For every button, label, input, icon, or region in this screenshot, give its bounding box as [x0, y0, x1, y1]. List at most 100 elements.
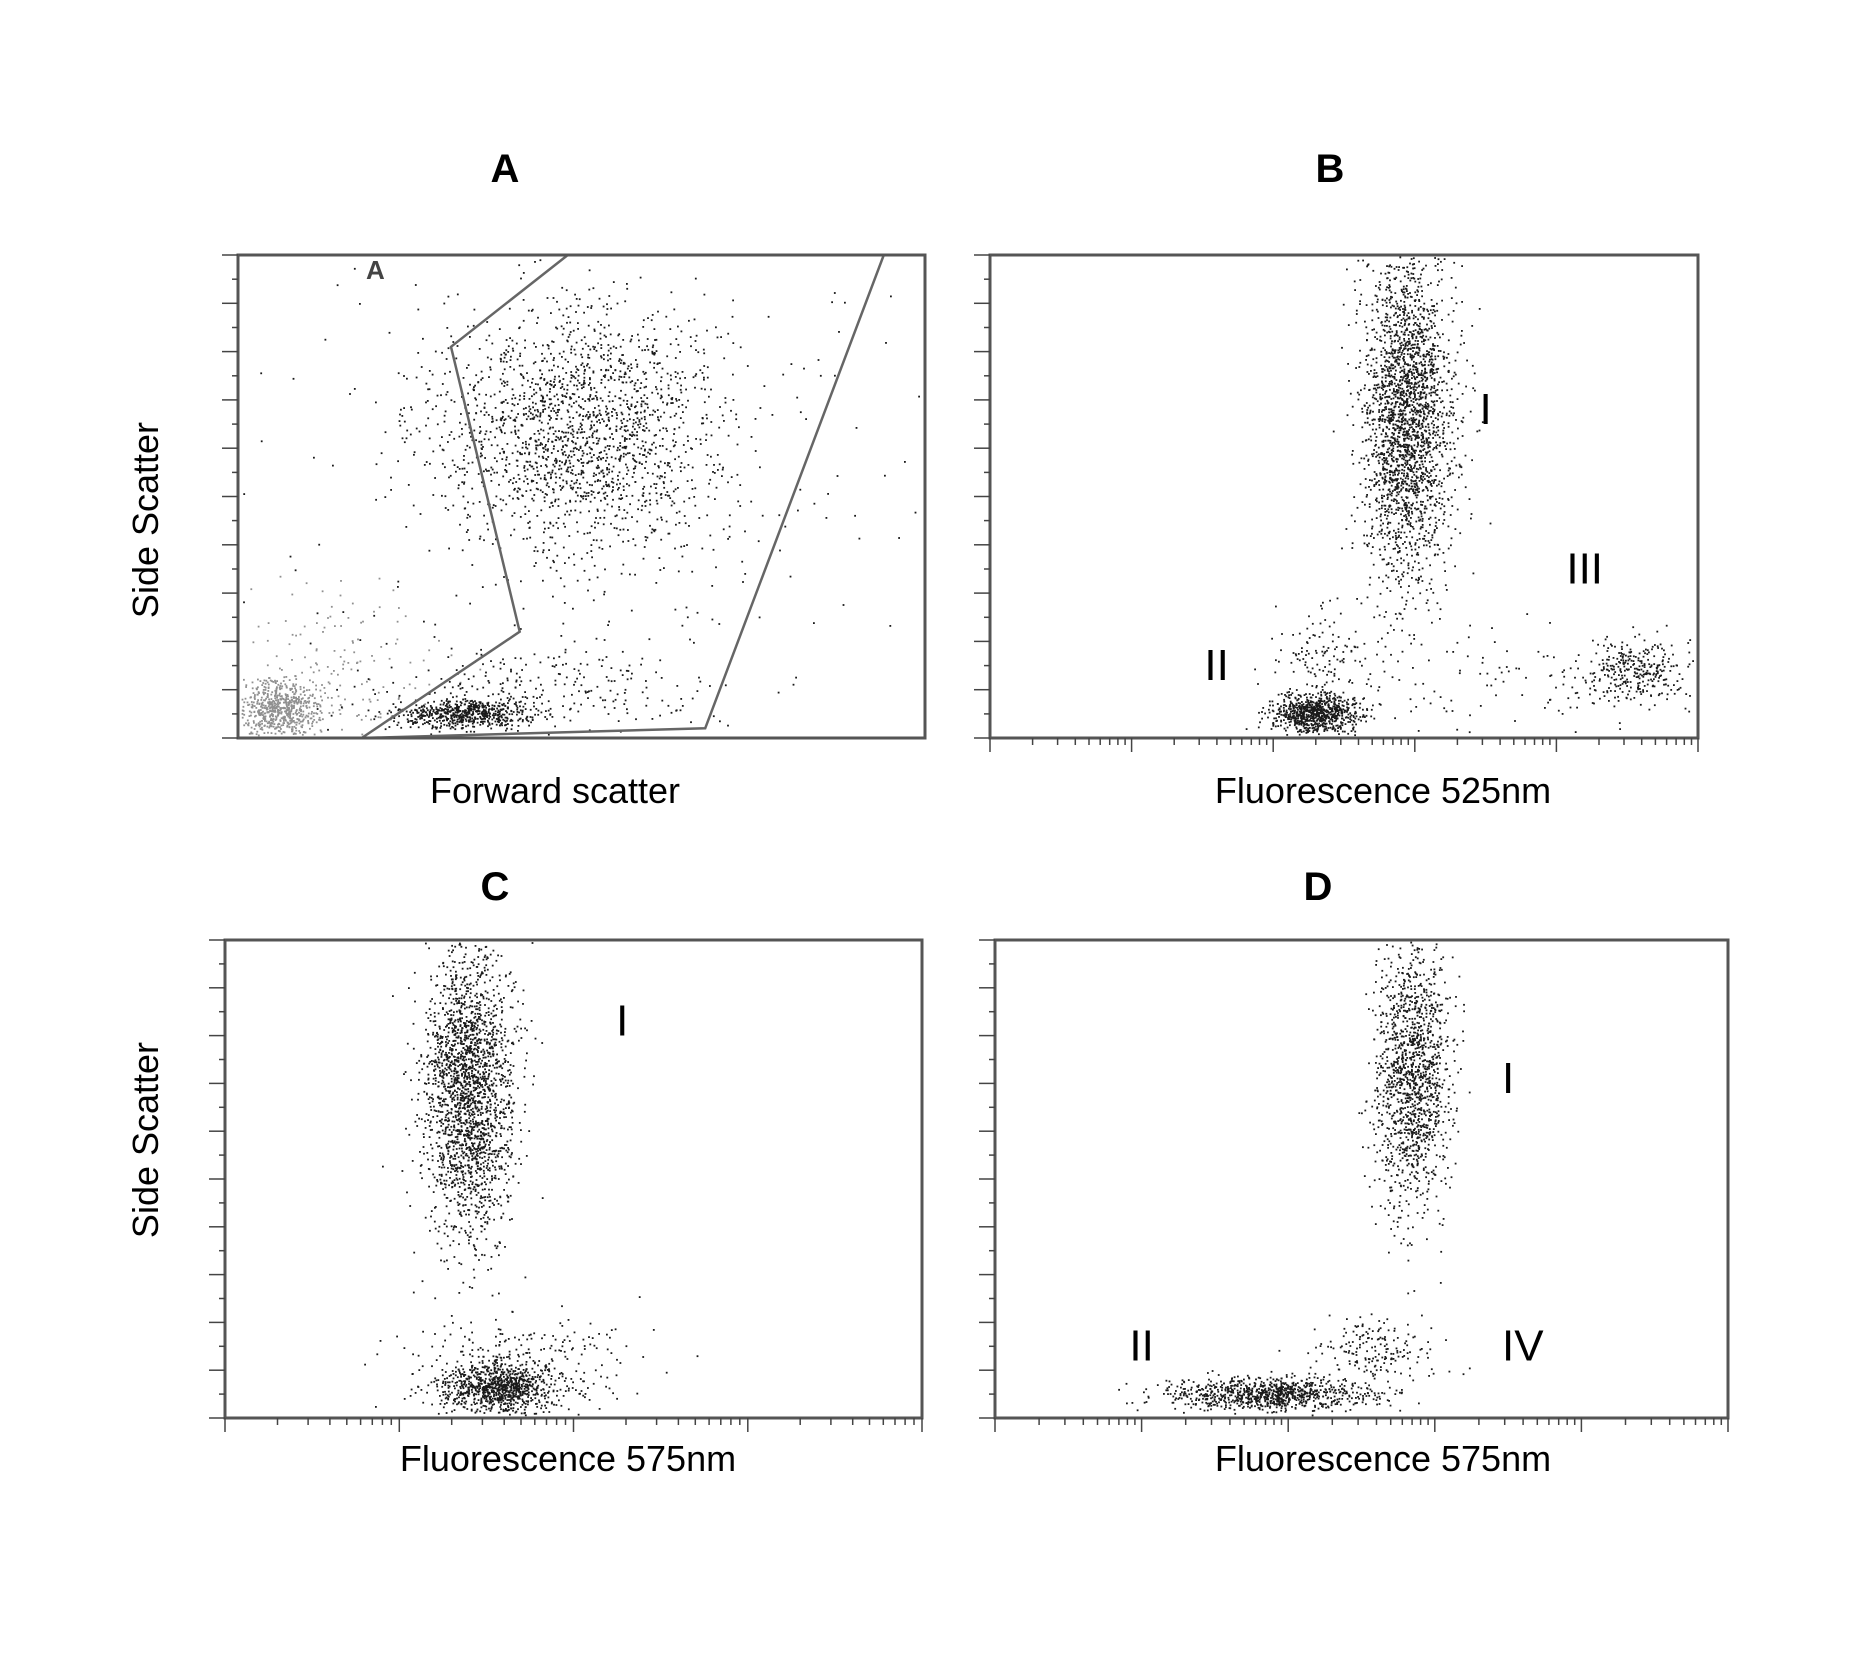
panel-a-data-point [509, 366, 511, 368]
panel-a-data-point [589, 396, 591, 398]
panel-a-data-point [524, 506, 526, 508]
panel-a-data-point [263, 716, 265, 718]
panel-a-data-point [501, 510, 503, 512]
panel-a-data-point [584, 370, 586, 372]
panel-a-data-point [651, 392, 653, 394]
panel-a-data-point [666, 430, 668, 432]
panel-a-data-point [331, 705, 333, 707]
panel-a-data-point [474, 385, 476, 387]
panel-a-data-point [655, 453, 657, 455]
panel-a-data-point [475, 374, 477, 376]
panel-a-data-point [597, 522, 599, 524]
panel-b-data-point [1373, 537, 1375, 539]
panel-a-data-point [518, 725, 520, 727]
panel-a-data-point [285, 697, 287, 699]
panel-a-data-point [694, 487, 696, 489]
panel-a-data-point [484, 715, 486, 717]
panel-a-data-point [496, 419, 498, 421]
panel-a-data-point [432, 711, 434, 713]
panel-a-data-point [511, 728, 513, 730]
panel-a-data-point [490, 358, 492, 360]
panel-b-data-point [1433, 385, 1435, 387]
panel-a-data-point [834, 375, 836, 377]
panel-a-data-point [599, 422, 601, 424]
panel-b-data-point [1391, 563, 1393, 565]
panel-a-data-point [645, 461, 647, 463]
panel-a-data-point [507, 702, 509, 704]
panel-a-data-point [581, 684, 583, 686]
panel-a-data-point [493, 708, 495, 710]
panel-a-data-point [379, 606, 381, 608]
panel-b-data-point [1390, 335, 1392, 337]
panel-a-data-point [589, 269, 591, 271]
panel-a-data-point [778, 692, 780, 694]
panel-a-data-point [498, 484, 500, 486]
panel-a-data-point [537, 474, 539, 476]
panel-a-data-point [546, 494, 548, 496]
panel-a-data-point [594, 565, 596, 567]
panel-b-data-point [1373, 616, 1375, 618]
panel-a-data-point [661, 493, 663, 495]
panel-a-data-point [661, 519, 663, 521]
panel-a-data-point [702, 372, 704, 374]
panel-a-data-point [298, 730, 300, 732]
panel-a-data-point [462, 468, 464, 470]
panel-a-data-point [616, 430, 618, 432]
panel-a-data-point [642, 691, 644, 693]
panel-a-data-point [688, 497, 690, 499]
panel-a-data-point [497, 714, 499, 716]
panel-a-data-point [635, 359, 637, 361]
panel-a-data-point [505, 503, 507, 505]
panel-b-data-point [1410, 331, 1412, 333]
panel-a-data-point [523, 481, 525, 483]
panel-a-data-point [594, 481, 596, 483]
panel-a-data-point [446, 719, 448, 721]
panel-a-data-point [247, 720, 249, 722]
panel-a-data-point [535, 403, 537, 405]
panel-a-data-point [575, 371, 577, 373]
panel-a-data-point [725, 402, 727, 404]
panel-a-data-point [644, 416, 646, 418]
panel-a-data-point [443, 702, 445, 704]
panel-a-data-point [633, 423, 635, 425]
panel-b-data-point [1379, 281, 1381, 283]
panel-a-data-point [265, 680, 267, 682]
panel-a-data-point [352, 704, 354, 706]
panel-a-data-point [464, 474, 466, 476]
panel-a-data-point [480, 431, 482, 433]
panel-b-data-point [1403, 338, 1405, 340]
panel-b-data-point [1398, 384, 1400, 386]
panel-a-data-point [518, 437, 520, 439]
panel-a-data-point [546, 466, 548, 468]
panel-a-data-point [288, 708, 290, 710]
panel-a-data-point [676, 512, 678, 514]
panel-a-data-point [564, 562, 566, 564]
panel-a-data-point [739, 505, 741, 507]
panel-a-data-point [421, 710, 423, 712]
panel-a-data-point [578, 305, 580, 307]
panel-b-data-point [1434, 315, 1436, 317]
panel-a-data-point [709, 535, 711, 537]
panel-a-data-point [486, 411, 488, 413]
panel-a-data-point [437, 423, 439, 425]
panel-b-data-point [1399, 314, 1401, 316]
panel-a-data-point [527, 522, 529, 524]
panel-a-data-point [411, 715, 413, 717]
panel-b-data-point [1385, 391, 1387, 393]
panel-a-data-point [256, 724, 258, 726]
panel-a-data-point [573, 553, 575, 555]
panel-a-data-point [632, 454, 634, 456]
panel-a-data-point [433, 701, 435, 703]
panel-b-data-point [1388, 366, 1390, 368]
panel-a-data-point [543, 379, 545, 381]
panel-a-data-point [544, 401, 546, 403]
panel-a-data-point [670, 379, 672, 381]
panel-a-data-point [311, 725, 313, 727]
panel-b-data-point [1389, 290, 1391, 292]
panel-a-data-point [280, 728, 282, 730]
panel-a-data-point [359, 303, 361, 305]
panel-a-data-point [557, 409, 559, 411]
panel-a-data-point [489, 716, 491, 718]
panel-a-data-point [605, 438, 607, 440]
panel-b-data-point [1442, 430, 1444, 432]
